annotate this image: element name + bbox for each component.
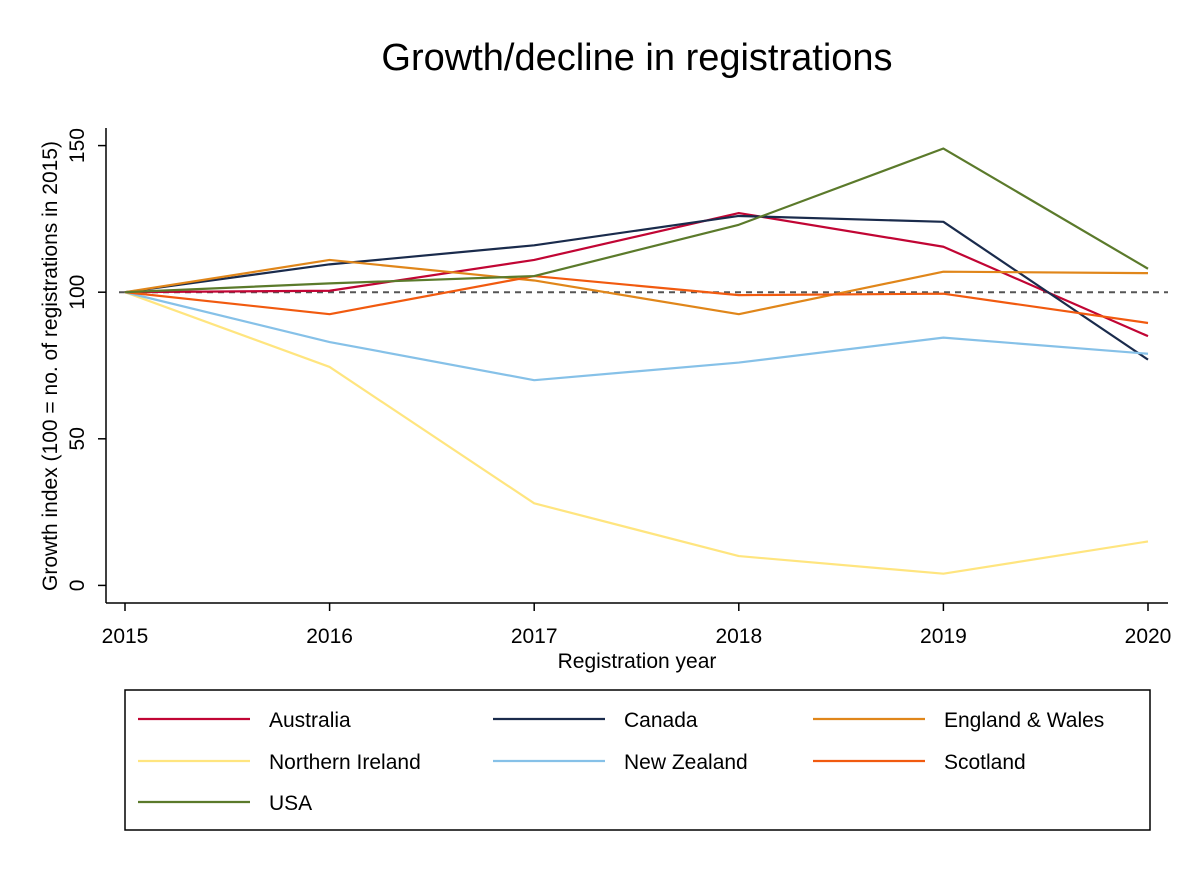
series-line-new-zealand — [124, 291, 1149, 382]
series-line-usa — [124, 147, 1149, 294]
x-tick-label: 2018 — [715, 625, 762, 648]
series-line-england-wales — [124, 258, 1149, 316]
legend-label-usa: USA — [269, 792, 312, 815]
y-tick-label: 0 — [66, 580, 89, 592]
series-line-scotland — [124, 274, 1149, 325]
legend-label-australia: Australia — [269, 709, 351, 732]
series-line-canada — [124, 214, 1149, 361]
legend-label-northern-ireland: Northern Ireland — [269, 751, 421, 774]
y-axis-title: Growth index (100 = no. of registrations… — [39, 141, 62, 591]
series-line-northern-ireland — [124, 291, 1149, 575]
x-tick-label: 2017 — [511, 625, 558, 648]
x-axis-title: Registration year — [558, 650, 717, 673]
x-tick-label: 2020 — [1125, 625, 1172, 648]
y-tick-label: 50 — [66, 427, 89, 450]
legend: Australia Canada England & Wales Northern I… — [124, 689, 1151, 831]
series-layer — [124, 147, 1149, 575]
legend-label-canada: Canada — [624, 709, 698, 732]
axes — [105, 128, 1168, 604]
legend-items: Australia Canada England & Wales Northern I… — [138, 709, 1104, 815]
x-tick-label: 2019 — [920, 625, 967, 648]
x-tick-label: 2015 — [102, 625, 149, 648]
legend-label-scotland: Scotland — [944, 751, 1026, 774]
chart-title: Growth/decline in registrations — [381, 37, 892, 79]
y-tick-label: 150 — [66, 128, 89, 163]
y-ticks: 0 50 100 150 — [66, 128, 106, 591]
legend-box — [124, 689, 1151, 831]
legend-label-new-zealand: New Zealand — [624, 751, 748, 774]
x-ticks: 2015 2016 2017 2018 2019 2020 — [102, 603, 1172, 648]
y-tick-label: 100 — [66, 275, 89, 310]
legend-label-england-wales: England & Wales — [944, 709, 1104, 732]
x-tick-label: 2016 — [306, 625, 353, 648]
series-line-australia — [124, 211, 1149, 338]
